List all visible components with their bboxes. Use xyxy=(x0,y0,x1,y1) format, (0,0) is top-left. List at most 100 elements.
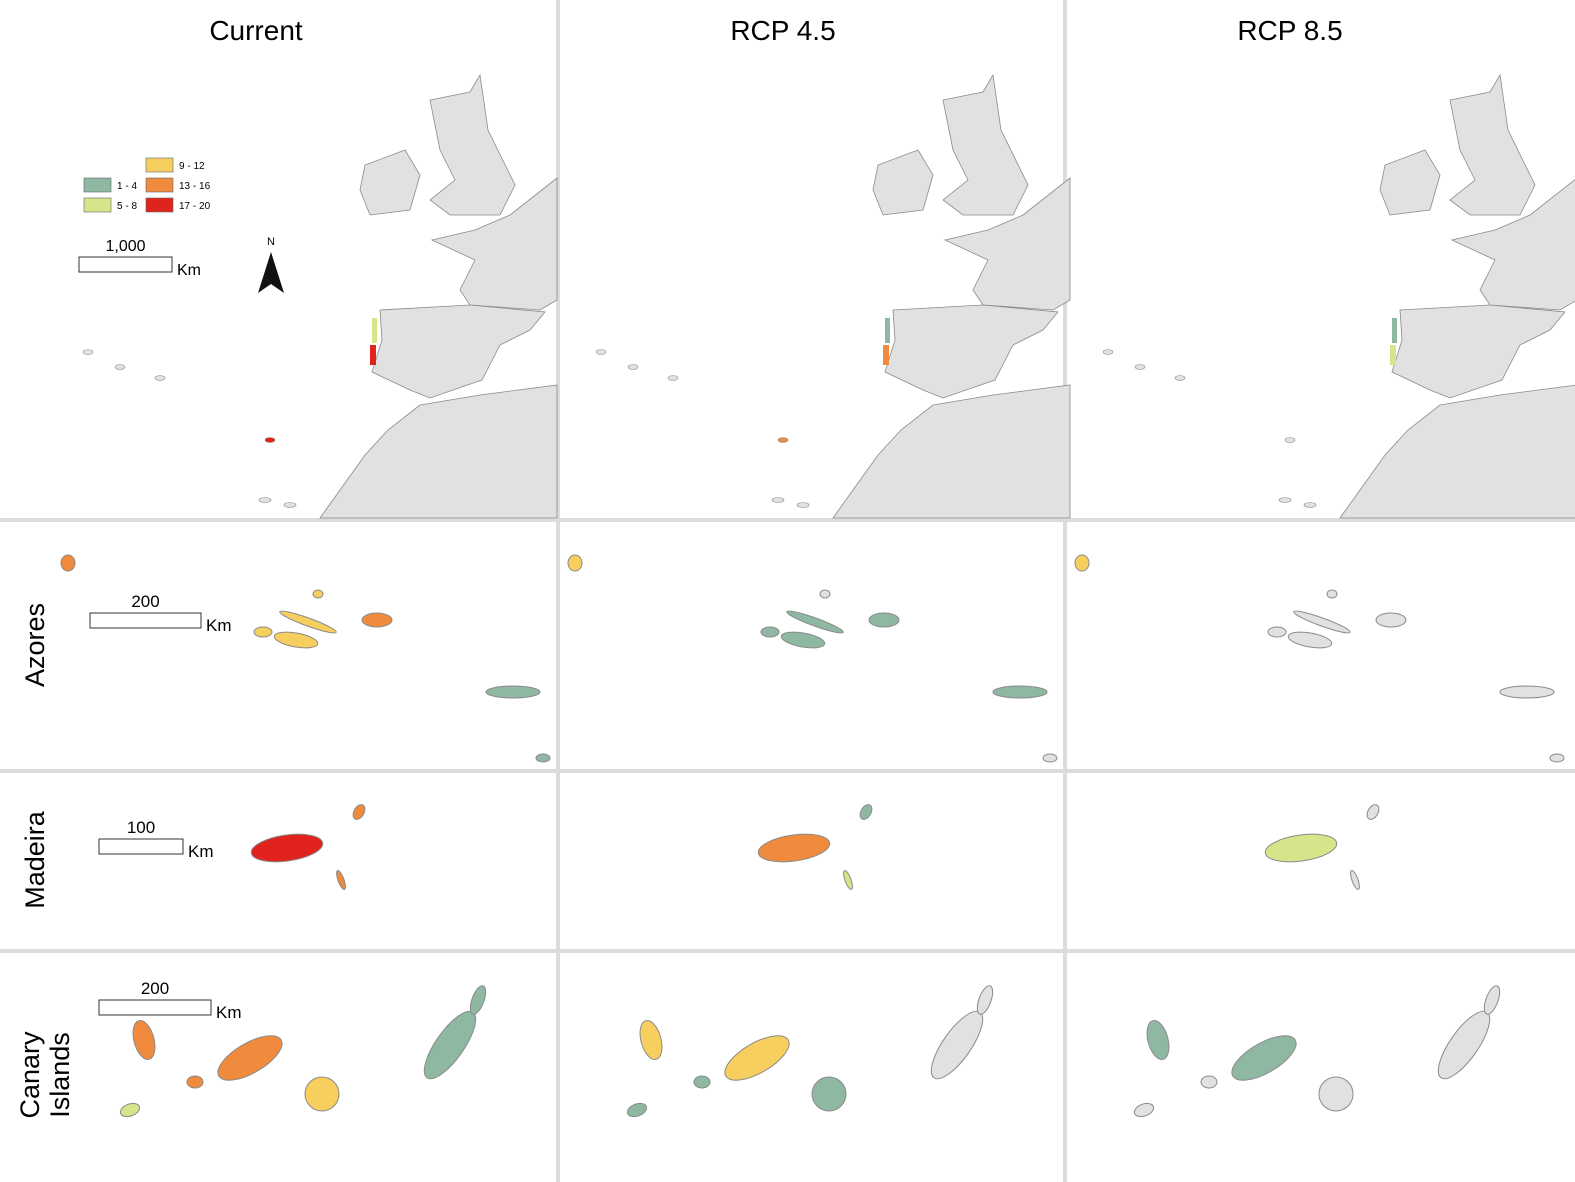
island xyxy=(1200,1075,1218,1089)
island xyxy=(1134,364,1146,370)
island xyxy=(1042,753,1058,763)
island xyxy=(1278,497,1292,503)
coast-highlight xyxy=(885,318,890,343)
island xyxy=(771,497,785,503)
island xyxy=(283,502,297,508)
scale-label: 100 xyxy=(127,818,155,837)
land xyxy=(1450,179,1575,311)
island xyxy=(811,1076,847,1112)
island xyxy=(312,589,324,599)
island xyxy=(132,1020,156,1060)
scale-label: 200 xyxy=(131,592,159,611)
island xyxy=(760,626,780,638)
land xyxy=(1391,304,1566,399)
legend-swatch xyxy=(83,177,112,193)
island xyxy=(843,870,853,890)
island xyxy=(485,685,541,699)
coast-highlight xyxy=(372,318,377,343)
island xyxy=(626,1102,648,1118)
scale-unit: Km xyxy=(177,262,201,279)
island xyxy=(868,612,900,628)
island xyxy=(1284,437,1296,443)
island xyxy=(992,685,1048,699)
row-label: Canary Islands xyxy=(15,1031,75,1119)
island xyxy=(595,349,607,355)
island xyxy=(1326,589,1338,599)
overview-map xyxy=(595,73,1071,519)
island xyxy=(693,1075,711,1089)
legend-label: 17 - 20 xyxy=(179,201,211,212)
island xyxy=(423,1010,477,1080)
island xyxy=(567,554,583,572)
land xyxy=(832,384,1071,519)
island xyxy=(1483,985,1501,1015)
scale-bar xyxy=(98,999,212,1016)
island xyxy=(336,870,346,890)
island xyxy=(469,985,487,1015)
overview-map xyxy=(82,73,558,519)
legend-label: 5 - 8 xyxy=(117,201,137,212)
scale-label: 200 xyxy=(141,979,169,998)
land xyxy=(872,149,934,216)
island xyxy=(279,610,337,634)
coast-highlight xyxy=(1392,318,1397,343)
island-panel xyxy=(60,554,551,763)
land xyxy=(359,149,421,216)
island xyxy=(819,589,831,599)
island-panel xyxy=(1074,554,1565,763)
land xyxy=(942,73,1029,216)
row-label: Azores xyxy=(20,602,50,688)
land xyxy=(430,177,558,311)
island xyxy=(250,833,324,863)
scale-bar xyxy=(89,612,202,629)
island xyxy=(253,626,273,638)
legend-swatch xyxy=(145,197,174,213)
island xyxy=(154,375,166,381)
column-title: Current xyxy=(209,15,303,46)
island xyxy=(114,364,126,370)
island-panel xyxy=(1264,804,1380,890)
island xyxy=(930,1010,984,1080)
legend-swatch xyxy=(83,197,112,213)
island xyxy=(119,1102,141,1118)
island xyxy=(217,1035,283,1081)
island xyxy=(1231,1035,1297,1081)
island-panel xyxy=(119,985,487,1118)
island xyxy=(1303,502,1317,508)
island xyxy=(724,1035,790,1081)
island xyxy=(786,610,844,634)
land xyxy=(429,73,516,216)
north-label: N xyxy=(267,236,275,248)
island xyxy=(1293,610,1351,634)
island xyxy=(1074,554,1090,572)
island xyxy=(976,985,994,1015)
island-panel xyxy=(250,804,366,890)
island xyxy=(1102,349,1114,355)
island xyxy=(1287,631,1333,649)
island-panel xyxy=(1133,985,1501,1118)
island xyxy=(627,364,639,370)
column-title: RCP 4.5 xyxy=(730,15,835,46)
island xyxy=(1366,804,1380,820)
island xyxy=(1267,626,1287,638)
row-label: Madeira xyxy=(20,811,50,909)
island xyxy=(796,502,810,508)
legend-label: 13 - 16 xyxy=(179,181,211,192)
island xyxy=(1350,870,1360,890)
island xyxy=(82,349,94,355)
island xyxy=(1264,833,1338,863)
legend-swatch xyxy=(145,157,174,173)
island xyxy=(667,375,679,381)
scale-bar xyxy=(98,838,184,855)
island xyxy=(273,631,319,649)
island xyxy=(1437,1010,1491,1080)
island xyxy=(1174,375,1186,381)
overview-map xyxy=(1102,73,1575,519)
island xyxy=(60,554,76,572)
island xyxy=(757,833,831,863)
island-panel xyxy=(757,804,873,890)
coast-highlight xyxy=(883,345,889,365)
land xyxy=(884,304,1059,399)
